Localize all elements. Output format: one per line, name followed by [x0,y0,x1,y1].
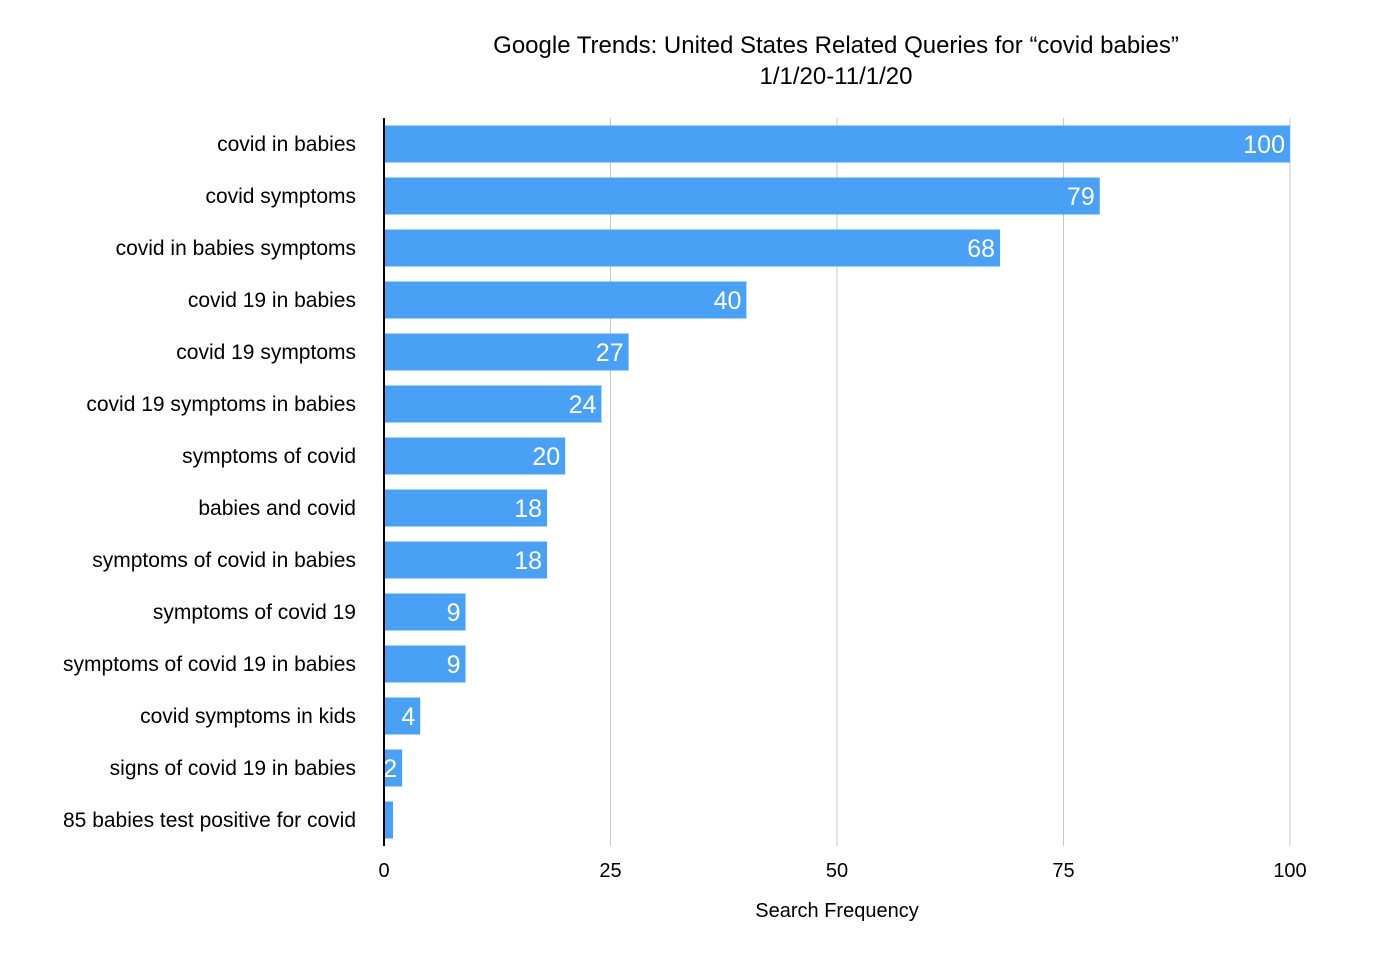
bar [384,801,394,839]
data-label: 100 [1243,131,1285,159]
category-label: babies and covid [198,497,356,520]
data-label: 18 [514,547,542,575]
category-label: covid symptoms in kids [140,705,356,728]
category-label: covid in babies [217,133,356,156]
category-label: symptoms of covid [182,445,356,468]
bar [384,437,566,475]
chart-title-block: Google Trends: United States Related Que… [290,30,1382,92]
category-label: covid in babies symptoms [116,237,356,260]
category-labels: covid in babies covid symptoms covid in ba… [63,133,356,832]
x-tick-label: 50 [826,860,848,882]
category-label: symptoms of covid 19 in babies [63,653,356,676]
bar [384,125,1290,163]
category-label: signs of covid 19 in babies [110,757,356,780]
data-label: 9 [447,599,461,627]
bar [384,697,421,735]
bar [384,541,548,579]
data-label: 68 [967,235,995,263]
x-tick-label: 25 [599,860,621,882]
data-label: 20 [532,443,560,471]
category-label: covid 19 symptoms [176,341,356,364]
chart-subtitle: 1/1/20-11/1/20 [759,63,913,90]
chart-title: Google Trends: United States Related Que… [493,32,1179,59]
category-label: symptoms of covid 19 [153,601,356,624]
bar [384,749,403,787]
data-label: 40 [714,287,742,315]
x-tick-label: 75 [1052,860,1074,882]
data-label: 79 [1067,183,1095,211]
data-label: 27 [596,339,624,367]
bar [384,489,548,527]
data-label: 4 [401,703,415,731]
category-label: covid symptoms [205,185,356,208]
data-label: 18 [514,495,542,523]
data-label: 9 [447,651,461,679]
category-label: 85 babies test positive for covid [63,809,356,832]
gridlines [610,118,1291,846]
data-label: 2 [383,755,397,783]
x-tick-label: 100 [1273,860,1306,882]
category-label: covid 19 in babies [188,289,356,312]
axes: 0 25 50 75 100 [378,118,1307,882]
bar [384,229,1001,267]
bar [384,593,466,631]
bar [384,281,747,319]
data-label: 24 [569,391,597,419]
bar [384,177,1100,215]
x-axis-title: Search Frequency [755,900,918,922]
bar [384,333,629,371]
bar [384,645,466,683]
bars: 100 79 68 40 27 24 20 18 18 9 9 42 [383,125,1290,839]
category-label: symptoms of covid in babies [92,549,356,572]
category-label: covid 19 symptoms in babies [86,393,356,416]
bar [384,385,602,423]
x-tick-label: 0 [378,860,389,882]
